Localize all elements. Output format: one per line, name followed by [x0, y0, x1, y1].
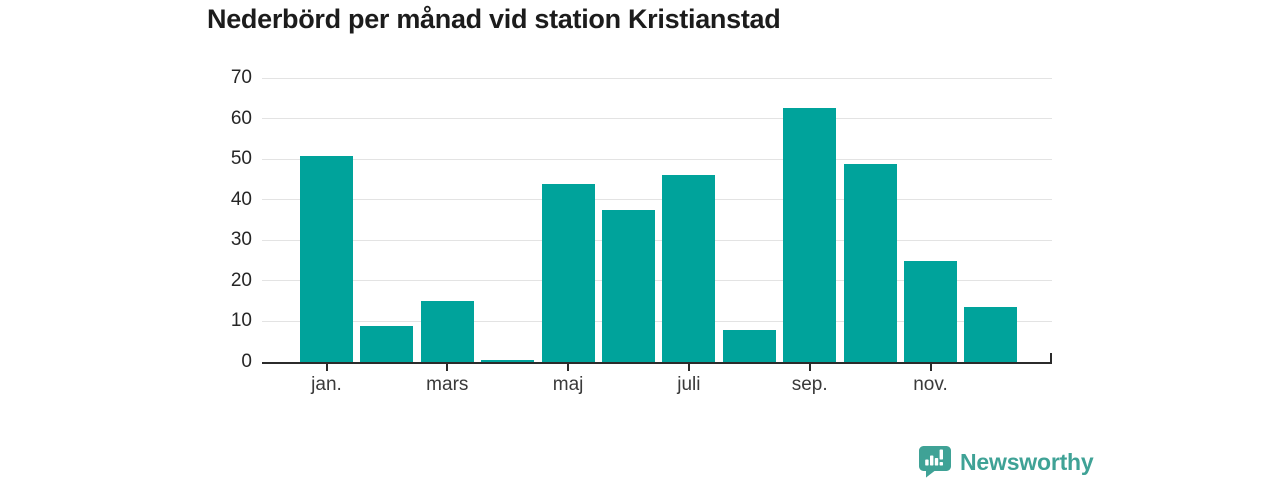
x-axis-label-mars: mars — [426, 374, 469, 395]
gridline-y-50 — [262, 158, 1052, 160]
gridline-y-30 — [262, 239, 1052, 241]
gridline-y-10 — [262, 320, 1052, 322]
y-axis-label-10: 10 — [230, 310, 252, 332]
x-axis-label-jan: jan. — [311, 374, 342, 395]
brand-name: Newsworthy — [960, 449, 1094, 475]
bar-mars — [420, 301, 474, 362]
x-tick-sep — [808, 364, 811, 371]
bar-sep — [783, 107, 837, 362]
x-axis-end-cap — [1050, 353, 1052, 362]
y-axis-label-50: 50 — [230, 148, 252, 170]
bar-maj — [541, 184, 595, 362]
gridline-y-40 — [262, 199, 1052, 201]
bar-april — [481, 359, 535, 362]
bar-dec — [964, 306, 1018, 362]
x-axis-label-maj: maj — [552, 374, 584, 395]
bar-aug — [722, 330, 776, 362]
gridline-y-70 — [262, 77, 1052, 79]
x-tick-nov — [929, 364, 932, 371]
x-tick-mars — [446, 364, 449, 371]
bar-feb — [360, 325, 414, 362]
x-axis-label-nov: nov. — [913, 374, 948, 395]
gridline-y-60 — [262, 118, 1052, 120]
y-axis-label-70: 70 — [230, 67, 252, 88]
x-axis-label-juli: juli — [677, 374, 701, 395]
chart-title: Nederbörd per månad vid station Kristian… — [207, 4, 781, 34]
gridline-y-20 — [262, 280, 1052, 282]
bar-jan — [300, 156, 353, 362]
x-tick-maj — [567, 364, 570, 371]
y-axis-label-0: 0 — [241, 351, 252, 372]
bar-nov — [904, 260, 957, 362]
plot-area: 0 10 20 30 40 50 60 70 jan. mars maj juli sep. nov. — [231, 68, 1052, 395]
x-axis-label-sep: sep. — [791, 374, 828, 395]
bar-juni — [602, 209, 655, 362]
bar-okt — [843, 164, 897, 362]
y-axis-label-40: 40 — [230, 188, 252, 210]
y-axis-label-30: 30 — [230, 229, 252, 251]
brand: Newsworthy — [918, 445, 1094, 479]
x-tick-juli — [687, 364, 690, 371]
bar-juli — [662, 175, 716, 362]
x-tick-jan — [325, 364, 328, 371]
newsworthy-logo-icon — [919, 446, 951, 478]
y-axis-label-20: 20 — [230, 269, 252, 291]
x-axis-line — [262, 362, 1052, 364]
y-axis-label-60: 60 — [230, 107, 252, 129]
